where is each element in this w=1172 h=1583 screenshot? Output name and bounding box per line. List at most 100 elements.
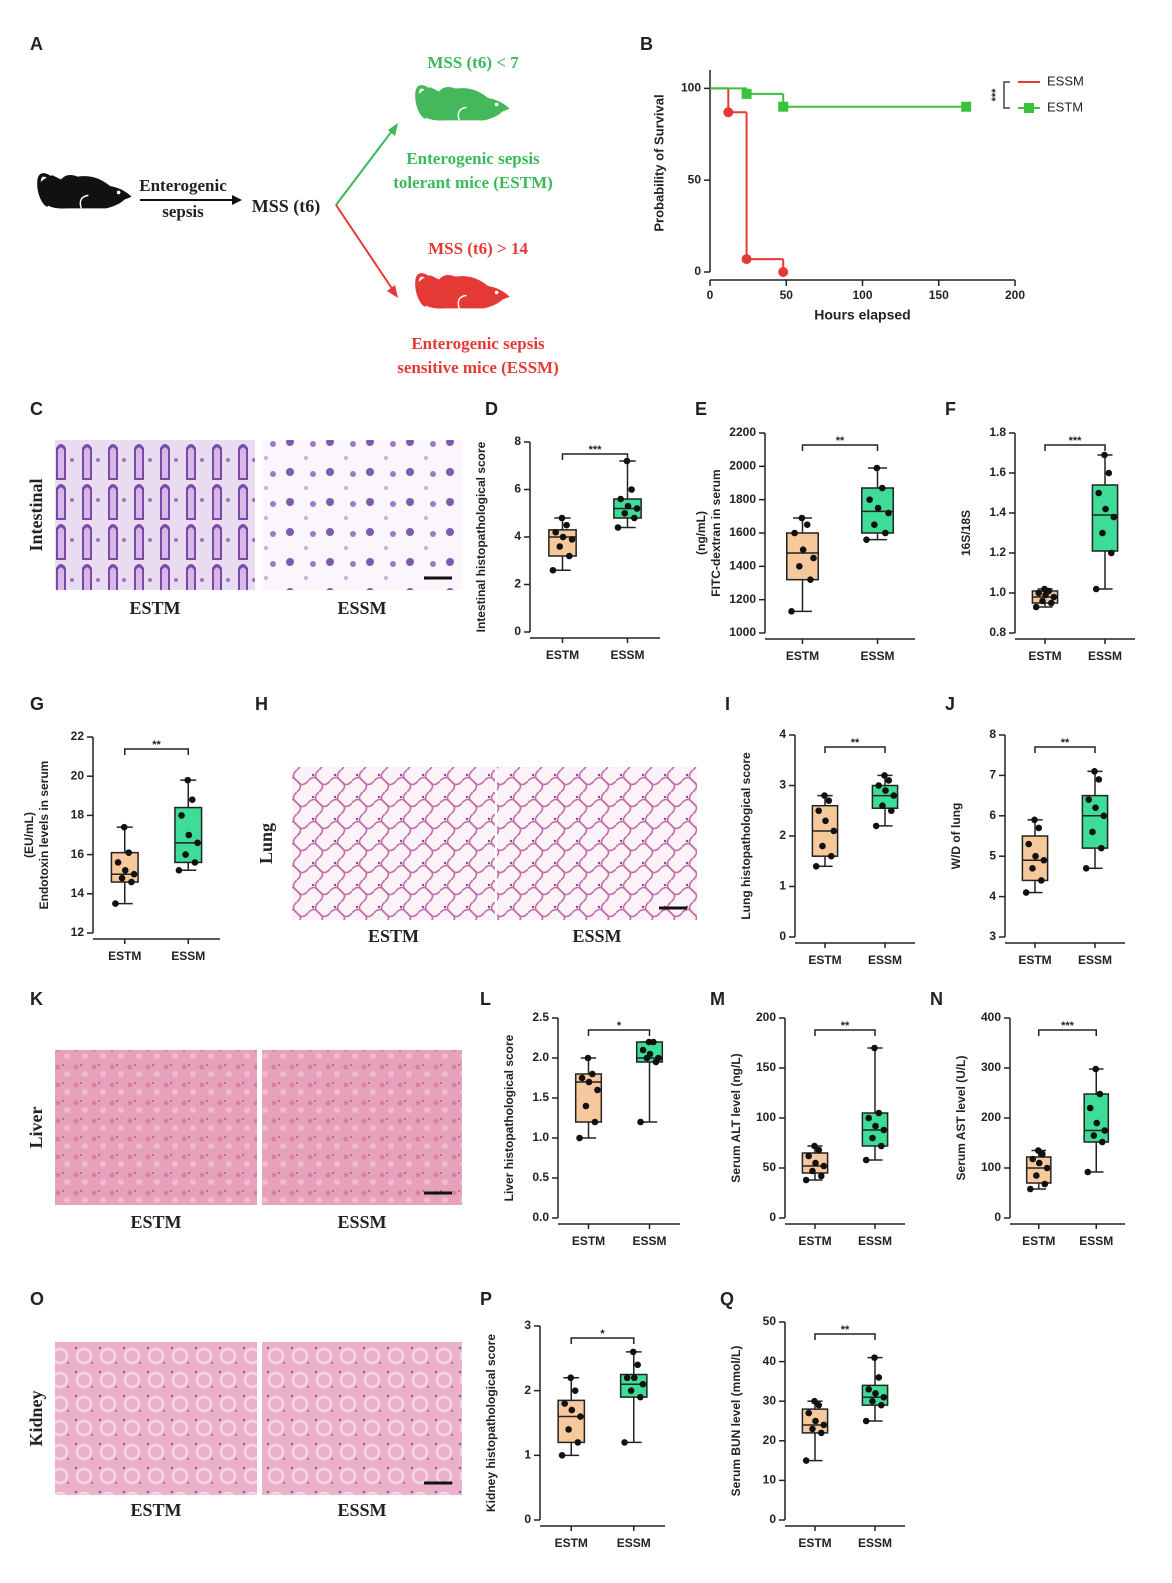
mouse-icon bbox=[415, 85, 510, 121]
x-tick-label: 200 bbox=[1005, 288, 1025, 302]
data-point bbox=[1110, 513, 1118, 521]
y-tick-label: 3 bbox=[989, 929, 996, 943]
chart: E 1000 1200 1400 1600 1800 2000 2200 FITC-dextra… bbox=[694, 399, 915, 663]
x-tick-label: ESTM bbox=[786, 649, 819, 663]
y-tick-label: 4 bbox=[514, 529, 521, 543]
significance-label: * bbox=[600, 1328, 605, 1340]
data-point bbox=[812, 863, 820, 870]
data-point bbox=[120, 823, 128, 831]
data-point bbox=[873, 464, 881, 472]
mouse-body bbox=[416, 87, 510, 121]
data-point bbox=[872, 1389, 879, 1397]
y-tick-label: 100 bbox=[981, 1160, 1001, 1174]
significance-label: *** bbox=[1069, 435, 1083, 447]
data-point bbox=[881, 772, 888, 779]
data-point bbox=[871, 1354, 878, 1361]
micrograph-label: ESTM bbox=[129, 598, 180, 618]
data-point bbox=[869, 1134, 876, 1142]
data-point bbox=[571, 1387, 579, 1394]
x-tick-label: ESSM bbox=[1079, 1234, 1113, 1248]
y-axis-label: (EU/mL) bbox=[22, 812, 36, 858]
data-point bbox=[563, 521, 570, 529]
mouse-leg bbox=[79, 194, 89, 209]
x-tick-label: ESTM bbox=[555, 1536, 588, 1550]
data-point bbox=[655, 1054, 662, 1062]
y-tick-label: 300 bbox=[981, 1060, 1001, 1074]
tissue-label: Lung bbox=[256, 823, 276, 864]
x-tick-label: ESTM bbox=[572, 1234, 605, 1248]
mouse-body bbox=[38, 175, 132, 209]
x-tick-label: ESSM bbox=[632, 1234, 666, 1248]
micrograph-label: ESTM bbox=[368, 926, 419, 946]
micrograph bbox=[262, 1050, 462, 1205]
data-point bbox=[577, 1413, 584, 1420]
data-point bbox=[114, 859, 122, 866]
data-point bbox=[802, 1176, 810, 1184]
data-point bbox=[558, 1452, 566, 1459]
data-point bbox=[798, 514, 806, 522]
data-point bbox=[1098, 1138, 1106, 1146]
data-point bbox=[815, 1146, 823, 1154]
data-point bbox=[1098, 844, 1105, 852]
y-tick-label: 20 bbox=[71, 768, 85, 782]
chart: Q 0 10 20 30 40 50 Serum BUN level (mmol/L) ESTM… bbox=[720, 1289, 905, 1550]
legend-marker bbox=[1024, 103, 1034, 113]
mouse-eye bbox=[494, 102, 499, 107]
mouse-tail bbox=[415, 273, 430, 308]
data-point bbox=[130, 870, 138, 878]
data-point bbox=[556, 543, 564, 550]
data-point bbox=[175, 866, 183, 874]
y-tick-label: 200 bbox=[981, 1110, 1001, 1124]
significance-bracket bbox=[814, 1333, 876, 1340]
arrow-head bbox=[387, 285, 398, 298]
panel-letter: O bbox=[30, 1289, 44, 1309]
y-tick-label: 4 bbox=[989, 889, 996, 903]
x-tick-label: ESSM bbox=[171, 949, 205, 963]
y-axis-label: Lung histopathological score bbox=[739, 752, 753, 920]
data-point bbox=[872, 822, 880, 830]
data-point bbox=[614, 524, 622, 531]
data-point bbox=[1082, 865, 1090, 872]
chart: M 0 50 100 150 200 Serum ALT level (ng/L) ESTM E… bbox=[710, 989, 905, 1248]
significance-bracket bbox=[824, 746, 886, 753]
chart: N 0 100 200 300 400 Serum AST level (U/L) ESTM E… bbox=[930, 989, 1125, 1248]
data-point bbox=[631, 514, 638, 522]
data-point bbox=[565, 1426, 572, 1433]
y-tick-label: 18 bbox=[71, 808, 85, 822]
data-point bbox=[627, 1387, 635, 1394]
data-point bbox=[621, 509, 629, 517]
data-point bbox=[1095, 489, 1102, 497]
data-point bbox=[875, 1109, 883, 1117]
y-tick-label: 0 bbox=[514, 624, 521, 638]
panel-letter: I bbox=[725, 694, 730, 714]
data-point bbox=[576, 1134, 583, 1142]
x-tick-label: 0 bbox=[707, 288, 714, 302]
significance-label: ** bbox=[841, 1020, 850, 1032]
data-point bbox=[815, 1401, 823, 1409]
y-axis-label: Intestinal histopathological score bbox=[474, 441, 488, 632]
micrograph bbox=[55, 1050, 257, 1205]
y-tick-label: 1.5 bbox=[532, 1090, 549, 1104]
y-tick-label: 1000 bbox=[729, 625, 756, 639]
panel-letter: G bbox=[30, 694, 44, 714]
y-tick-label: 14 bbox=[71, 886, 85, 900]
x-tick-label: 50 bbox=[780, 288, 794, 302]
y-tick-label: 0 bbox=[994, 1210, 1001, 1224]
y-tick-label: 0 bbox=[524, 1512, 531, 1526]
data-point bbox=[1029, 1155, 1037, 1163]
y-tick-label: 50 bbox=[688, 172, 702, 186]
mouse-leg bbox=[457, 106, 467, 121]
data-point bbox=[1092, 1065, 1100, 1073]
x-tick-label: ESTM bbox=[1028, 649, 1061, 663]
data-point bbox=[807, 576, 814, 583]
y-tick-label: 30 bbox=[763, 1393, 777, 1407]
data-point bbox=[865, 1114, 872, 1122]
mouse-eye bbox=[116, 190, 121, 195]
data-point bbox=[639, 1046, 647, 1054]
data-point bbox=[633, 505, 641, 512]
significance-label: *** bbox=[589, 444, 603, 456]
data-point bbox=[125, 849, 133, 856]
y-tick-label: 150 bbox=[756, 1060, 776, 1074]
data-point bbox=[872, 1122, 879, 1130]
